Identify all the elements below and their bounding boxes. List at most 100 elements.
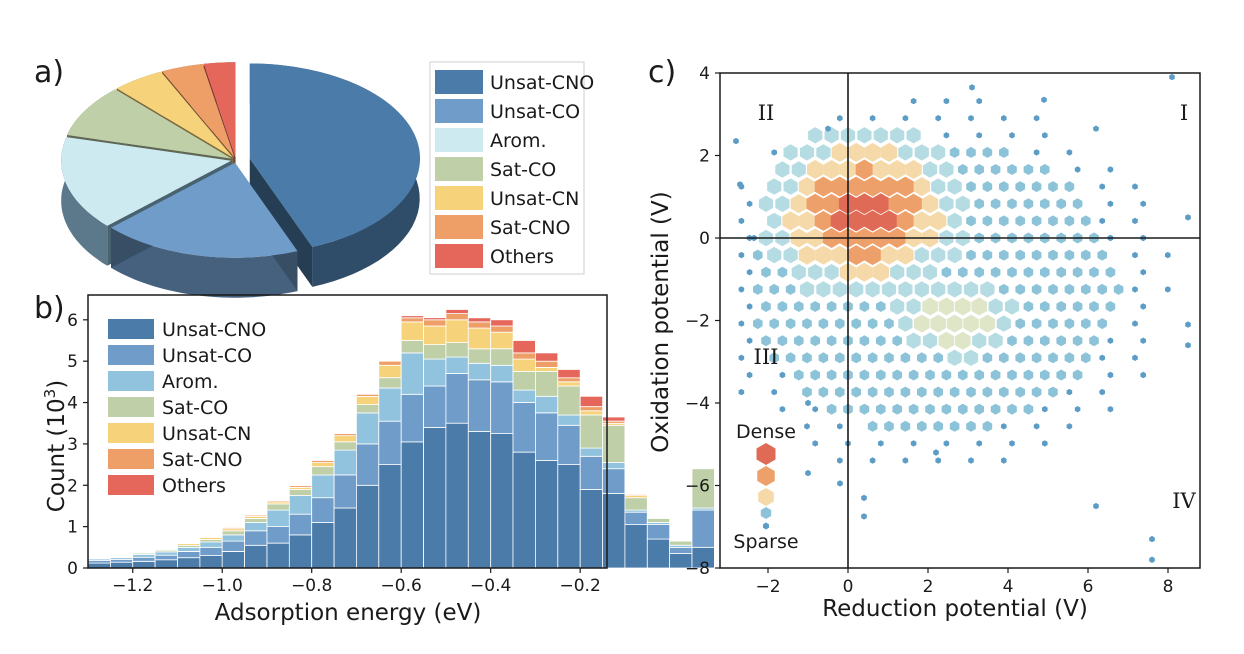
histogram-bar bbox=[288, 495, 313, 515]
hexbin-cell bbox=[771, 149, 777, 156]
hexbin-cell bbox=[966, 420, 976, 432]
hexbin-cell bbox=[1081, 352, 1091, 364]
histogram-bar bbox=[311, 497, 335, 523]
histogram-bar bbox=[333, 441, 357, 451]
histogram-bar bbox=[579, 406, 604, 412]
hexbin-cell bbox=[922, 264, 938, 281]
density-legend-hexagon bbox=[757, 466, 775, 486]
pie-legend-swatch bbox=[435, 128, 483, 152]
hexbin-cell bbox=[881, 281, 897, 298]
histogram-x-tick-label: −0.8 bbox=[291, 576, 332, 596]
pie-side-unsatco bbox=[111, 227, 298, 298]
hexbin-cell bbox=[913, 211, 930, 231]
hexbin-cell bbox=[1042, 406, 1048, 413]
histogram-bar bbox=[445, 356, 469, 374]
hexbin-cell bbox=[876, 301, 886, 312]
hexbin-cell bbox=[900, 386, 911, 398]
histogram-bar bbox=[467, 431, 492, 569]
histogram-bar bbox=[490, 348, 514, 366]
histogram-bar bbox=[288, 485, 313, 488]
hexbin-cell bbox=[946, 314, 963, 333]
hexbin-cell bbox=[949, 386, 960, 398]
hexbin-cell bbox=[947, 349, 962, 366]
hexbin-cell bbox=[847, 245, 865, 266]
hexbin-cell bbox=[910, 440, 917, 447]
hexbin-cell bbox=[917, 386, 927, 398]
hexbin-cell bbox=[867, 386, 878, 398]
pie-legend-swatch bbox=[435, 215, 483, 239]
hexbin-x-tick-label: 6 bbox=[1083, 577, 1094, 597]
histogram-bar bbox=[512, 358, 536, 372]
hexbin-cell bbox=[856, 262, 873, 282]
hexbin-cell bbox=[892, 369, 902, 381]
hexbin-cell bbox=[831, 245, 848, 265]
histogram-bar bbox=[624, 511, 648, 526]
hexbin-cell bbox=[1056, 335, 1066, 347]
histogram-bar bbox=[311, 466, 335, 476]
hexbin-cell bbox=[1023, 301, 1034, 312]
histogram-bar bbox=[221, 534, 245, 542]
pie-legend-label: Others bbox=[490, 246, 554, 268]
histogram-bar bbox=[132, 556, 156, 562]
hexbin-cell bbox=[1099, 388, 1105, 396]
hexbin-cell bbox=[880, 176, 898, 197]
histogram-bar bbox=[177, 542, 201, 544]
hexbin-cell bbox=[990, 198, 1001, 210]
histogram-bar bbox=[579, 414, 604, 449]
histogram-bar bbox=[311, 474, 335, 499]
hexbin-cell bbox=[1107, 371, 1114, 379]
hexbin-outlier bbox=[1185, 321, 1191, 328]
histogram-bar bbox=[288, 513, 313, 536]
histogram-bar bbox=[355, 404, 380, 414]
hexbin-cell bbox=[880, 245, 898, 265]
hexbin-cell bbox=[812, 440, 818, 447]
histogram-bar bbox=[378, 360, 402, 366]
hexbin-cell bbox=[806, 193, 824, 214]
hexbin-cell bbox=[798, 177, 816, 197]
pie-legend-label: Arom. bbox=[490, 130, 547, 152]
hexbin-outlier bbox=[737, 181, 743, 188]
density-legend bbox=[756, 443, 776, 530]
hexbin-outlier bbox=[861, 513, 867, 520]
hexbin-cell bbox=[785, 283, 796, 295]
density-legend-sparse-label: Sparse bbox=[733, 531, 798, 553]
hexbin-outlier bbox=[1093, 125, 1099, 132]
histogram-legend-swatch bbox=[108, 397, 154, 417]
hexbin-x-tick-label: −2 bbox=[755, 577, 780, 597]
hexbin-cell bbox=[958, 266, 968, 278]
hexbin-cell bbox=[1023, 403, 1034, 415]
hexbin-cell bbox=[1132, 183, 1138, 190]
hexbin-cell bbox=[966, 146, 976, 158]
histogram-bar bbox=[557, 464, 581, 569]
histogram-bar bbox=[669, 544, 693, 548]
histogram-bar bbox=[266, 542, 290, 569]
hexbin-cell bbox=[930, 314, 946, 333]
hexbin-cell bbox=[738, 320, 745, 327]
hexbin-cell bbox=[1074, 406, 1081, 413]
hexbin-cell bbox=[1105, 301, 1116, 312]
hexbin-cell bbox=[1007, 369, 1017, 381]
histogram-y-tick-label: 2 bbox=[67, 476, 78, 496]
hexbin-cell bbox=[1064, 318, 1075, 330]
pie-side-arom bbox=[61, 137, 108, 266]
hexbin-cell bbox=[1023, 335, 1034, 347]
histogram-bar bbox=[423, 325, 447, 346]
histogram-bar bbox=[400, 441, 425, 569]
hexbin-cell bbox=[837, 457, 843, 464]
panel-label-c: c) bbox=[648, 55, 676, 90]
hexbin-cell bbox=[888, 193, 906, 214]
hexbin-cell bbox=[779, 406, 786, 413]
hexbin-cell bbox=[1031, 249, 1042, 261]
hexbin-cell bbox=[976, 132, 982, 139]
histogram-y-tick-label: 5 bbox=[67, 352, 78, 372]
hexbin-cell bbox=[1007, 164, 1017, 175]
hexbin-cell bbox=[906, 264, 921, 281]
hexbin-cell bbox=[890, 298, 905, 315]
histogram-bar bbox=[467, 317, 492, 323]
hexbin-cell bbox=[794, 335, 804, 347]
panel-label-b: b) bbox=[34, 291, 65, 326]
hexbin-cell bbox=[863, 176, 882, 197]
hexbin-cell bbox=[1081, 283, 1091, 295]
hexbin-cell bbox=[878, 440, 884, 447]
hexbin-cell bbox=[935, 457, 941, 464]
